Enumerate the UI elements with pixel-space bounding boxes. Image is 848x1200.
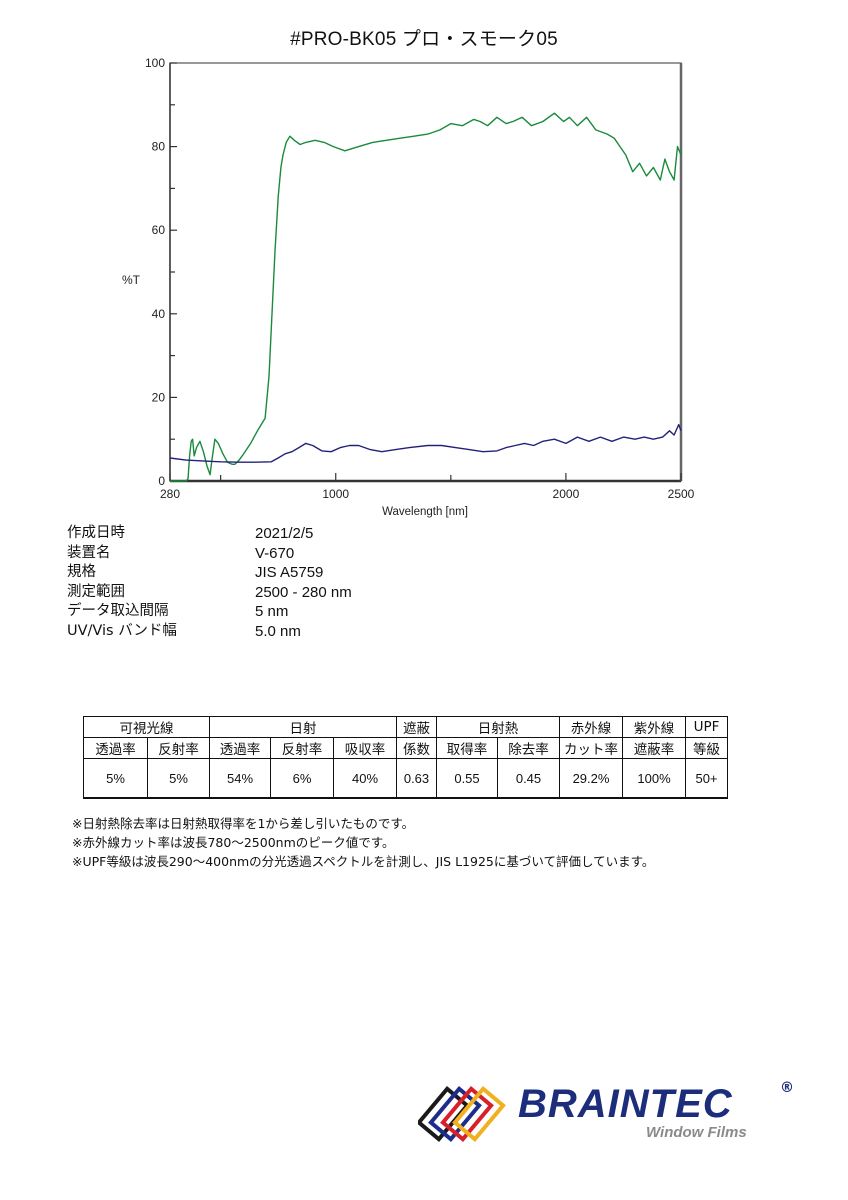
subheader-sol-trans: 透過率 xyxy=(209,737,271,759)
header-solar: 日射 xyxy=(209,716,397,738)
chart-title: #PRO-BK05 プロ・スモーク05 xyxy=(290,29,558,50)
svg-text:2000: 2000 xyxy=(553,487,580,501)
x-axis-label: Wavelength [nm] xyxy=(382,506,468,518)
header-shading-1: 遮蔽 xyxy=(396,716,437,738)
footnote-ir-cut: ※赤外線カット率は波長780～2500nmのピーク値です。 xyxy=(72,835,395,850)
footnote-heat-reject: ※日射熱除去率は日射熱取得率を1から差し引いたものです。 xyxy=(72,816,415,831)
value-sol-refl: 6% xyxy=(270,758,334,799)
subheader-sol-refl: 反射率 xyxy=(270,737,334,759)
value-vis-refl: 5% xyxy=(147,758,210,799)
footnote-upf: ※UPF等級は波長290～400nmの分光透過スペクトルを計測し、JIS L19… xyxy=(72,854,655,869)
spec-table: 可視光線 日射 遮蔽 日射熱 赤外線 紫外線 UPF 透過率 反射率 透過率 反… xyxy=(83,716,728,799)
measurement-info: 作成日時 2021/2/5 装置名 V-670 規格 JIS A5759 測定範囲 25… xyxy=(67,524,352,641)
svg-text:60: 60 xyxy=(152,223,166,237)
chart-series xyxy=(169,112,682,482)
header-solar-heat: 日射熱 xyxy=(436,716,560,738)
info-row-date: 作成日時 2021/2/5 xyxy=(67,525,314,542)
header-upf-1: UPF xyxy=(685,716,728,738)
logo-name: BRAINTEC xyxy=(518,1082,733,1126)
svg-text:100: 100 xyxy=(145,56,165,70)
header-upf-2: 等級 xyxy=(685,737,728,759)
transmittance-chart: 0 20 40 60 80 100 280 1000 2000 2500 %T Wavelengt… xyxy=(122,56,695,518)
value-vis-trans: 5% xyxy=(83,758,148,799)
svg-text:2500: 2500 xyxy=(668,487,695,501)
subheader-vis-trans: 透過率 xyxy=(83,737,148,759)
svg-text:0: 0 xyxy=(158,474,165,488)
value-heat-reject: 0.45 xyxy=(497,758,560,799)
value-uv-block: 100% xyxy=(622,758,686,799)
value-shading: 0.63 xyxy=(396,758,437,799)
header-ir-2: カット率 xyxy=(559,737,623,759)
info-row-standard: 規格 JIS A5759 xyxy=(67,564,324,581)
svg-text:40: 40 xyxy=(152,307,166,321)
subheader-vis-refl: 反射率 xyxy=(147,737,210,759)
value-sol-trans: 54% xyxy=(209,758,271,799)
info-row-interval: データ取込間隔 5 nm xyxy=(67,603,289,620)
value-ir-cut: 29.2% xyxy=(559,758,623,799)
header-uv-2: 遮蔽率 xyxy=(622,737,686,759)
info-row-device: 装置名 V-670 xyxy=(67,544,295,562)
y-axis-label: %T xyxy=(122,273,141,287)
value-heat-gain: 0.55 xyxy=(436,758,498,799)
header-shading-2: 係数 xyxy=(396,737,437,759)
logo-subtitle: Window Films xyxy=(646,1124,747,1141)
subheader-heat-gain: 取得率 xyxy=(436,737,498,759)
chart-axes: 0 20 40 60 80 100 280 1000 2000 2500 xyxy=(145,56,695,501)
value-upf: 50+ xyxy=(685,758,728,799)
header-uv-1: 紫外線 xyxy=(622,716,686,738)
footnotes: ※日射熱除去率は日射熱取得率を1から差し引いたものです。 ※赤外線カット率は波長… xyxy=(72,814,654,871)
header-visible-light: 可視光線 xyxy=(83,716,210,738)
info-row-range: 測定範囲 2500 - 280 nm xyxy=(67,583,352,601)
header-ir-1: 赤外線 xyxy=(559,716,623,738)
info-row-bandwidth: UV/Vis バンド幅 5.0 nm xyxy=(67,622,301,640)
logo-frames-icon xyxy=(418,1085,506,1143)
braintec-logo: BRAINTEC ® Window Films xyxy=(418,1078,808,1148)
registered-mark: ® xyxy=(780,1080,794,1096)
svg-text:1000: 1000 xyxy=(322,487,349,501)
svg-text:20: 20 xyxy=(152,390,166,404)
subheader-heat-reject: 除去率 xyxy=(497,737,560,759)
subheader-sol-abs: 吸収率 xyxy=(333,737,397,759)
svg-text:280: 280 xyxy=(160,487,180,501)
svg-text:80: 80 xyxy=(152,140,166,154)
value-sol-abs: 40% xyxy=(333,758,397,799)
